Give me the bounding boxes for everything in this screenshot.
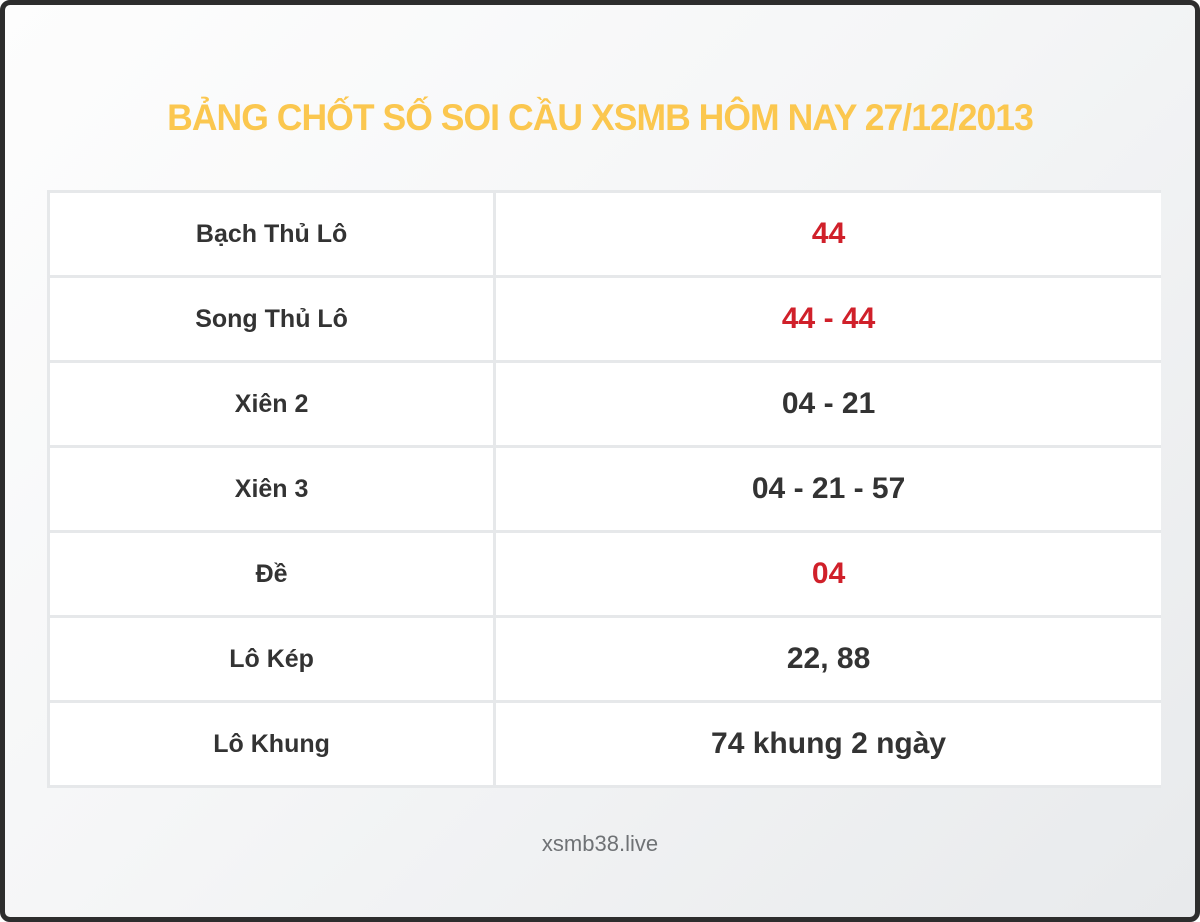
row-value: 44 - 44 (781, 302, 876, 335)
table-row-label: Đề (50, 533, 494, 615)
table-row-value: 04 (496, 533, 1161, 615)
row-value: 04 (811, 557, 846, 590)
row-label: Bạch Thủ Lô (195, 219, 348, 248)
prediction-table: Bạch Thủ Lô 44 Song Thủ Lô 44 - 44 Xiên … (47, 190, 1161, 788)
row-value: 22, 88 (786, 642, 871, 675)
table-row-label: Lô Khung (50, 703, 494, 785)
row-label: Lô Kép (229, 644, 314, 673)
table-row-label: Bạch Thủ Lô (50, 193, 494, 275)
row-label: Xiên 2 (234, 389, 309, 418)
table-row-value: 04 - 21 - 57 (496, 448, 1161, 530)
row-label: Đề (255, 559, 288, 588)
row-label: Xiên 3 (234, 474, 309, 503)
row-value: 74 khung 2 ngày (711, 727, 947, 760)
page-title: BẢNG CHỐT SỐ SOI CẦU XSMB HÔM NAY 27/12/… (167, 97, 1034, 138)
table-row-value: 22, 88 (496, 618, 1161, 700)
table-row-label: Song Thủ Lô (50, 278, 494, 360)
row-value: 04 - 21 - 57 (751, 472, 906, 505)
table-row-label: Lô Kép (50, 618, 494, 700)
row-label: Lô Khung (213, 729, 330, 758)
table-row-value: 04 - 21 (496, 363, 1161, 445)
table-row-label: Xiên 2 (50, 363, 494, 445)
table-row-value: 44 - 44 (496, 278, 1161, 360)
table-row-value: 74 khung 2 ngày (496, 703, 1161, 785)
table-row-value: 44 (496, 193, 1161, 275)
row-value: 04 - 21 (781, 387, 876, 420)
site-watermark: xsmb38.live (541, 831, 659, 856)
table-row-label: Xiên 3 (50, 448, 494, 530)
row-value: 44 (811, 217, 846, 250)
row-label: Song Thủ Lô (195, 304, 348, 333)
